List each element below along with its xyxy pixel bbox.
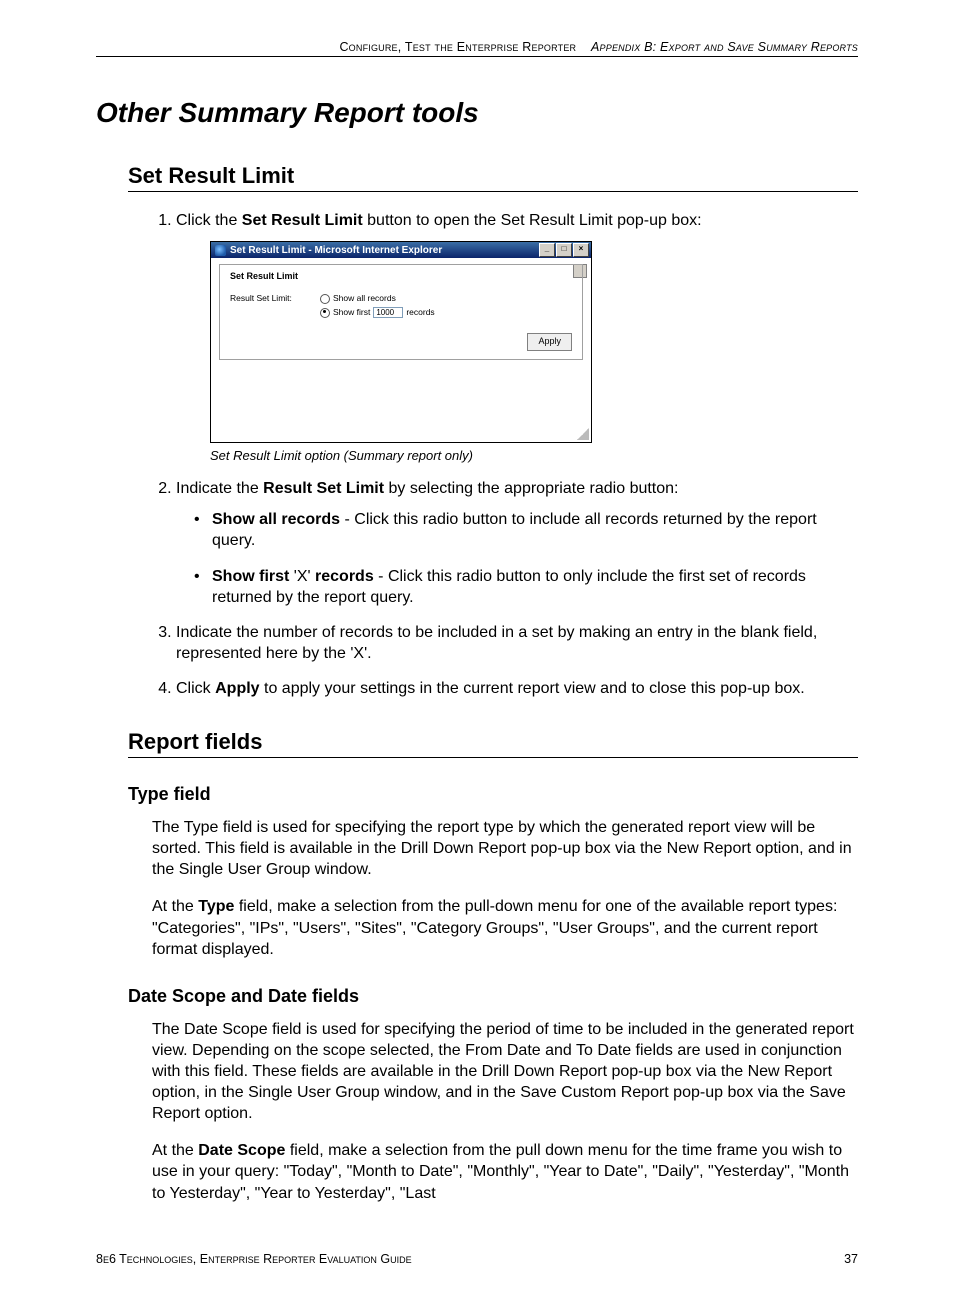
radio-show-first-label-a: Show first — [333, 307, 370, 318]
running-head-right: Appendix B: Export and Save Summary Repo… — [591, 40, 858, 54]
apply-button[interactable]: Apply — [527, 333, 572, 351]
inner-panel: Set Result Limit Result Set Limit: Show … — [219, 264, 583, 360]
footer: 8e6 Technologies, Enterprise Reporter Ev… — [96, 1252, 858, 1266]
subsection-date-scope: Date Scope and Date fields — [128, 986, 858, 1007]
ie-icon — [215, 245, 226, 256]
bullet-show-first: Show first 'X' records - Click this radi… — [198, 566, 858, 608]
radio-show-first[interactable] — [320, 308, 330, 318]
steps-list: Click the Set Result Limit button to ope… — [152, 210, 858, 699]
figure-popup: Set Result Limit - Microsoft Internet Ex… — [210, 241, 858, 443]
maximize-button[interactable]: □ — [556, 243, 572, 257]
date-scope-p1: The Date Scope field is used for specify… — [152, 1019, 858, 1125]
running-head-left: Configure, Test the Enterprise Reporter — [339, 40, 576, 54]
page-number: 37 — [844, 1252, 858, 1266]
titlebar: Set Result Limit - Microsoft Internet Ex… — [211, 242, 591, 258]
radio-show-all[interactable] — [320, 294, 330, 304]
step-4: Click Apply to apply your settings in th… — [176, 678, 858, 699]
running-head: Configure, Test the Enterprise Reporter … — [96, 40, 858, 57]
bullet-show-all: Show all records - Click this radio butt… — [198, 509, 858, 551]
radio-show-all-label: Show all records — [333, 293, 396, 304]
window-title: Set Result Limit - Microsoft Internet Ex… — [230, 244, 442, 257]
step-1: Click the Set Result Limit button to ope… — [176, 210, 858, 464]
records-input[interactable] — [373, 307, 403, 318]
step-3: Indicate the number of records to be inc… — [176, 622, 858, 664]
section-set-result-limit: Set Result Limit — [128, 163, 858, 192]
page-title: Other Summary Report tools — [96, 97, 858, 129]
date-scope-p2: At the Date Scope field, make a selectio… — [152, 1140, 858, 1203]
figure-caption: Set Result Limit option (Summary report … — [210, 447, 858, 464]
type-field-p1: The Type field is used for specifying th… — [152, 817, 858, 880]
radio-show-first-label-b: records — [406, 307, 434, 318]
subsection-type-field: Type field — [128, 784, 858, 805]
close-button[interactable]: × — [573, 243, 589, 257]
footer-left: 8e6 Technologies, Enterprise Reporter Ev… — [96, 1252, 412, 1266]
minimize-button[interactable]: _ — [539, 243, 555, 257]
popup-window: Set Result Limit - Microsoft Internet Ex… — [210, 241, 592, 443]
panel-title: Set Result Limit — [230, 271, 572, 283]
result-set-limit-label: Result Set Limit: — [230, 293, 320, 321]
type-field-p2: At the Type field, make a selection from… — [152, 896, 858, 959]
step-2: Indicate the Result Set Limit by selecti… — [176, 478, 858, 608]
section-report-fields: Report fields — [128, 729, 858, 758]
